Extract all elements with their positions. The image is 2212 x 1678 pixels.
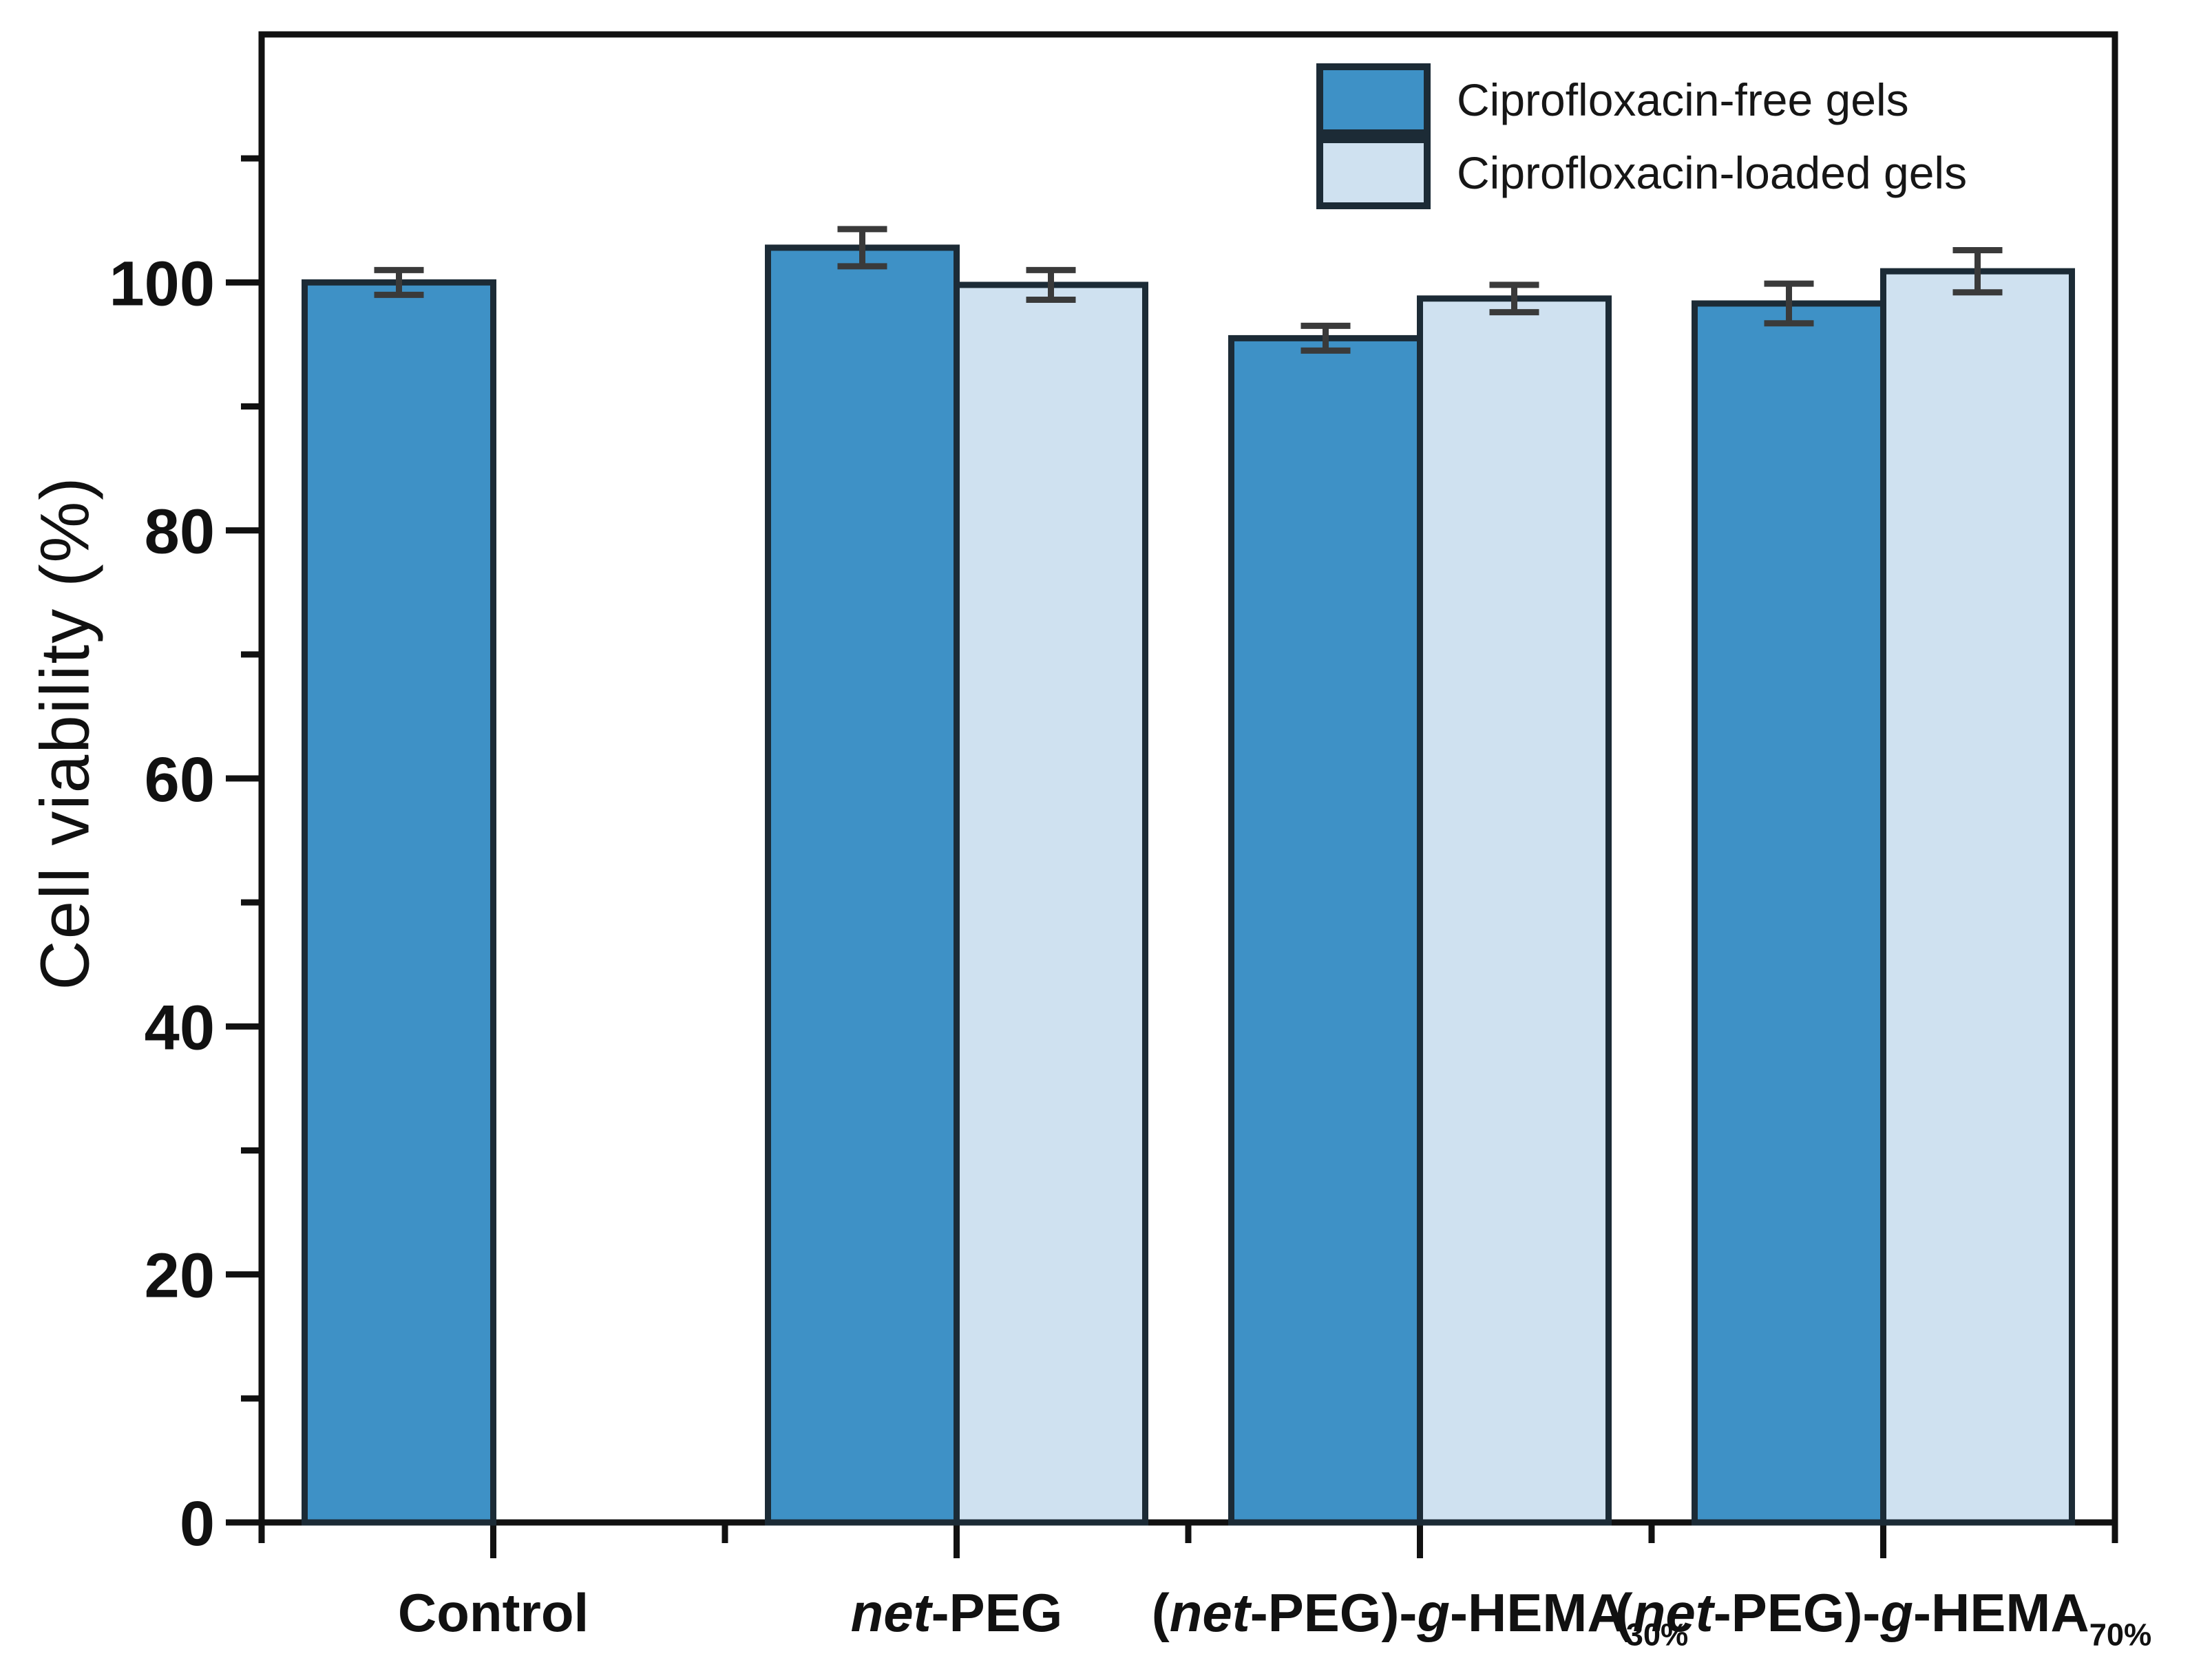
legend: Ciprofloxacin-free gels Ciprofloxacin-lo… [1316,63,1967,209]
bar-free-3 [1692,300,1886,1526]
bar-loaded-1 [954,282,1148,1526]
error-bar-free-3 [1764,280,1814,327]
y-axis-ticks: 0 20 40 60 80 100 [109,155,262,1559]
legend-row-free-gels: Ciprofloxacin-free gels [1316,63,1967,136]
y-tick-label: 80 [145,497,215,567]
bars [302,244,2075,1526]
bar-loaded-3 [1880,268,2075,1526]
x-axis-ticks [258,1522,2118,1558]
error-bar-loaded-1 [1026,266,1076,304]
error-bar-free-2 [1300,322,1351,354]
legend-row-loaded-gels: Ciprofloxacin-loaded gels [1316,136,1967,209]
legend-label-loaded-gels: Ciprofloxacin-loaded gels [1457,147,1968,198]
error-bar-free-0 [374,266,424,298]
bar-free-0 [302,279,496,1526]
legend-swatch-free-gels-icon [1316,63,1431,136]
y-tick-label: 100 [109,248,215,319]
error-bar-loaded-3 [1952,246,2003,296]
bar-free-2 [1228,334,1423,1526]
legend-swatch-loaded-gels-icon [1316,136,1431,209]
bar-free-1 [765,244,960,1526]
y-tick-label: 0 [180,1489,215,1559]
legend-label-free-gels: Ciprofloxacin-free gels [1457,74,1909,125]
y-axis-title: Cell viability (%) [26,476,104,990]
y-tick-label: 60 [145,745,215,815]
y-tick-label: 40 [145,992,215,1063]
error-bars [374,226,2003,354]
bar-loaded-2 [1417,295,1612,1526]
error-bar-loaded-2 [1489,282,1539,316]
error-bar-free-1 [837,226,887,270]
y-tick-label: 20 [145,1241,215,1311]
